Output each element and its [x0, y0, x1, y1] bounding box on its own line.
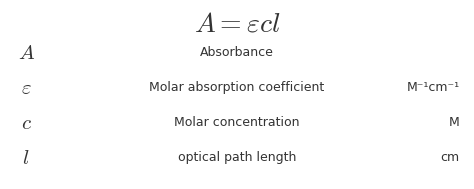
Text: Molar concentration: Molar concentration	[174, 116, 300, 129]
Text: $l$: $l$	[22, 148, 30, 168]
Text: M: M	[449, 116, 460, 129]
Text: $A$: $A$	[18, 43, 35, 63]
Text: $c$: $c$	[20, 113, 32, 133]
Text: M⁻¹cm⁻¹: M⁻¹cm⁻¹	[407, 81, 460, 94]
Text: $A = \varepsilon cl$: $A = \varepsilon cl$	[194, 9, 280, 37]
Text: Absorbance: Absorbance	[200, 46, 274, 59]
Text: Molar absorption coefficient: Molar absorption coefficient	[149, 81, 325, 94]
Text: optical path length: optical path length	[178, 151, 296, 164]
Text: $\varepsilon$: $\varepsilon$	[21, 78, 31, 98]
Text: cm: cm	[441, 151, 460, 164]
